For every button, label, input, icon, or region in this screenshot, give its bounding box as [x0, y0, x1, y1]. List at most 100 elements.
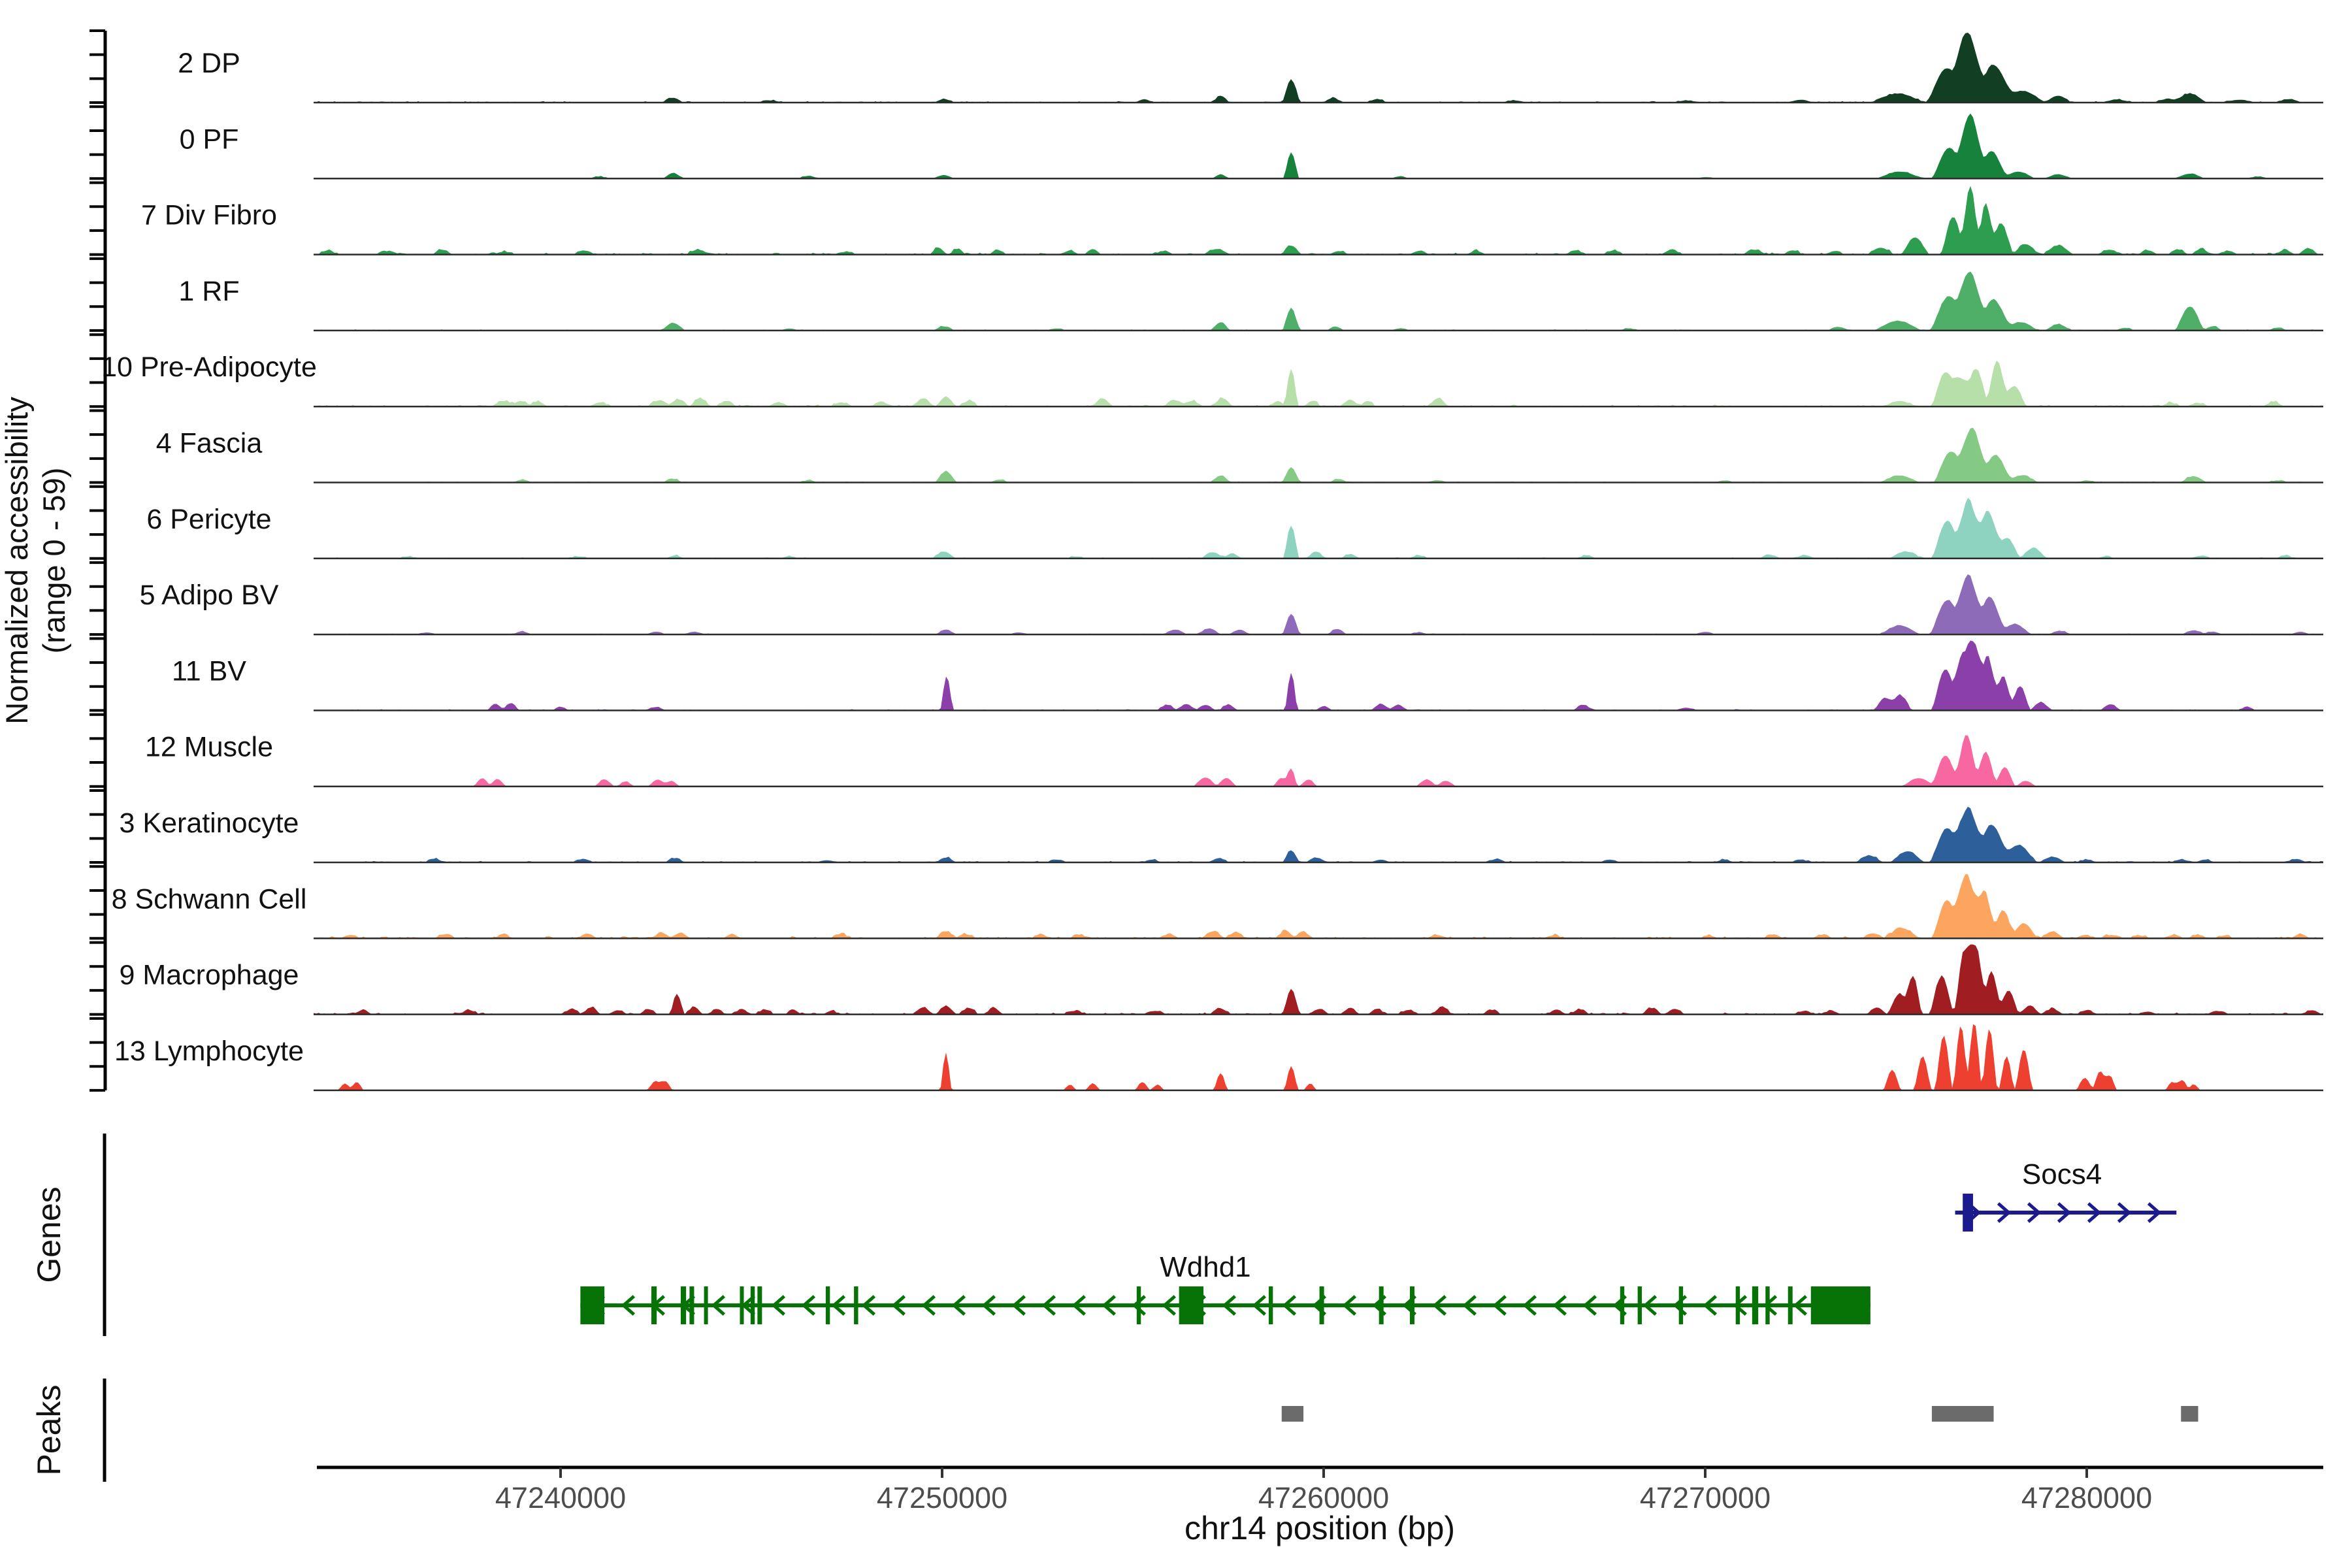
strand-arrow-icon: [1071, 1295, 1086, 1316]
track-label-7-div-fibro: 7 Div Fibro: [141, 200, 277, 231]
y-axis-title-line2: (range 0 - 59): [37, 468, 71, 654]
exon-box: [689, 1286, 694, 1324]
strand-arrow-icon: [1522, 1295, 1537, 1316]
signal-area: [314, 574, 2323, 635]
track-label-13-lymphocyte: 13 Lymphocyte: [114, 1036, 304, 1067]
strand-arrow-icon: [1793, 1295, 1808, 1316]
strand-arrow-icon: [2147, 1202, 2162, 1223]
exon-box: [1268, 1286, 1273, 1324]
exon-box: [1637, 1286, 1642, 1324]
track-row-11-bv: 11 BV: [172, 640, 2323, 711]
track-row-3-keratinocyte: 3 Keratinocyte: [120, 806, 2323, 864]
signal-area: [314, 360, 2323, 407]
exon-box: [757, 1286, 762, 1324]
exon-box: [1179, 1286, 1204, 1324]
strand-arrow-icon: [2027, 1202, 2042, 1223]
strand-arrow-icon: [831, 1295, 846, 1316]
genes-layer: Socs4 Wdhd1: [580, 1158, 2177, 1324]
signal-area: [314, 735, 2323, 787]
strand-arrow-icon: [861, 1295, 876, 1316]
x-axis-tick-label: 47250000: [877, 1481, 1007, 1514]
strand-arrow-icon: [2087, 1202, 2102, 1223]
track-row-9-macrophage: 9 Macrophage: [120, 944, 2323, 1015]
strand-arrow-icon: [1282, 1295, 1297, 1316]
track-label-3-keratinocyte: 3 Keratinocyte: [120, 808, 299, 839]
track-label-9-macrophage: 9 Macrophage: [120, 960, 299, 991]
signal-area: [314, 33, 2323, 103]
signal-area: [314, 186, 2323, 255]
strand-arrow-icon: [2057, 1202, 2072, 1223]
x-axis-tick-label: 47270000: [1640, 1481, 1771, 1514]
track-label-2-dp: 2 DP: [178, 48, 240, 79]
track-row-8-schwann-cell: 8 Schwann Cell: [112, 874, 2323, 939]
peak-interval: [1281, 1406, 1304, 1422]
strand-arrow-icon: [1041, 1295, 1056, 1316]
y-axis-title-line1: Normalized accessibility: [0, 397, 34, 725]
gene-label-socs4: Socs4: [2022, 1158, 2102, 1190]
track-label-6-pericyte: 6 Pericyte: [146, 504, 271, 535]
exon-box: [1735, 1286, 1740, 1324]
signal-area: [314, 874, 2323, 939]
strand-arrow-icon: [1492, 1295, 1507, 1316]
exon-box: [1409, 1286, 1414, 1324]
genes-section-label: Genes: [31, 1186, 67, 1282]
strand-arrow-icon: [981, 1295, 996, 1316]
peak-interval: [1931, 1406, 1994, 1422]
exon-box: [1788, 1286, 1793, 1324]
strand-arrow-icon: [1552, 1295, 1567, 1316]
peak-interval: [2181, 1406, 2198, 1422]
track-label-4-fascia: 4 Fascia: [156, 428, 263, 459]
track-row-6-pericyte: 6 Pericyte: [146, 498, 2323, 560]
strand-arrow-icon: [621, 1295, 636, 1316]
track-row-4-fascia: 4 Fascia: [156, 428, 2323, 483]
gene-socs4: Socs4: [1955, 1158, 2177, 1232]
exon-box: [1379, 1286, 1384, 1324]
strand-arrow-icon: [1342, 1295, 1357, 1316]
exon-box: [750, 1286, 755, 1324]
x-axis-tick-label: 47240000: [495, 1481, 626, 1514]
exon-box: [1678, 1286, 1684, 1324]
x-axis-title: chr14 position (bp): [1184, 1510, 1455, 1546]
exon-box: [1620, 1286, 1625, 1324]
strand-arrow-icon: [891, 1295, 906, 1316]
strand-arrow-icon: [1733, 1295, 1748, 1316]
exon-box: [740, 1286, 744, 1324]
strand-arrow-icon: [951, 1295, 966, 1316]
track-row-7-div-fibro: 7 Div Fibro: [141, 186, 2323, 255]
track-label-5-adipo-bv: 5 Adipo BV: [140, 580, 279, 611]
strand-arrow-icon: [1642, 1295, 1658, 1316]
strand-arrow-icon: [711, 1295, 726, 1316]
exon-box: [680, 1286, 687, 1324]
strand-arrow-icon: [1162, 1295, 1177, 1316]
exon-box: [580, 1286, 605, 1324]
signal-area: [314, 1024, 2323, 1090]
signal-area: [314, 640, 2323, 711]
strand-arrow-icon: [771, 1295, 786, 1316]
strand-arrow-icon: [1582, 1295, 1597, 1316]
track-row-13-lymphocyte: 13 Lymphocyte: [114, 1024, 2323, 1092]
track-row-1-rf: 1 RF: [178, 271, 2323, 332]
strand-arrow-icon: [1222, 1295, 1237, 1316]
strand-arrow-icon: [1252, 1295, 1267, 1316]
signal-area: [314, 806, 2323, 862]
track-label-1-rf: 1 RF: [178, 276, 239, 307]
strand-arrow-icon: [801, 1295, 816, 1316]
track-label-8-schwann-cell: 8 Schwann Cell: [112, 883, 307, 915]
peaks-section-label: Peaks: [31, 1385, 67, 1476]
peaks-layer: [1281, 1406, 2198, 1422]
x-axis-tick-label: 47260000: [1258, 1481, 1389, 1514]
track-row-5-adipo-bv: 5 Adipo BV: [140, 574, 2323, 636]
strand-arrow-icon: [1462, 1295, 1477, 1316]
exon-box: [651, 1286, 657, 1324]
x-axis-layer: 47240000 47250000 47260000 47270000 47280000: [317, 1465, 2323, 1514]
strand-arrow-icon: [1102, 1295, 1117, 1316]
exon-box: [704, 1286, 708, 1324]
track-row-2-dp: 2 DP: [178, 33, 2323, 104]
exon-box: [1319, 1286, 1324, 1324]
exon-box: [1810, 1286, 1870, 1324]
exon-box: [1963, 1194, 1973, 1232]
accessibility-axis: [90, 29, 107, 1092]
track-row-0-pf: 0 PF: [180, 113, 2323, 180]
